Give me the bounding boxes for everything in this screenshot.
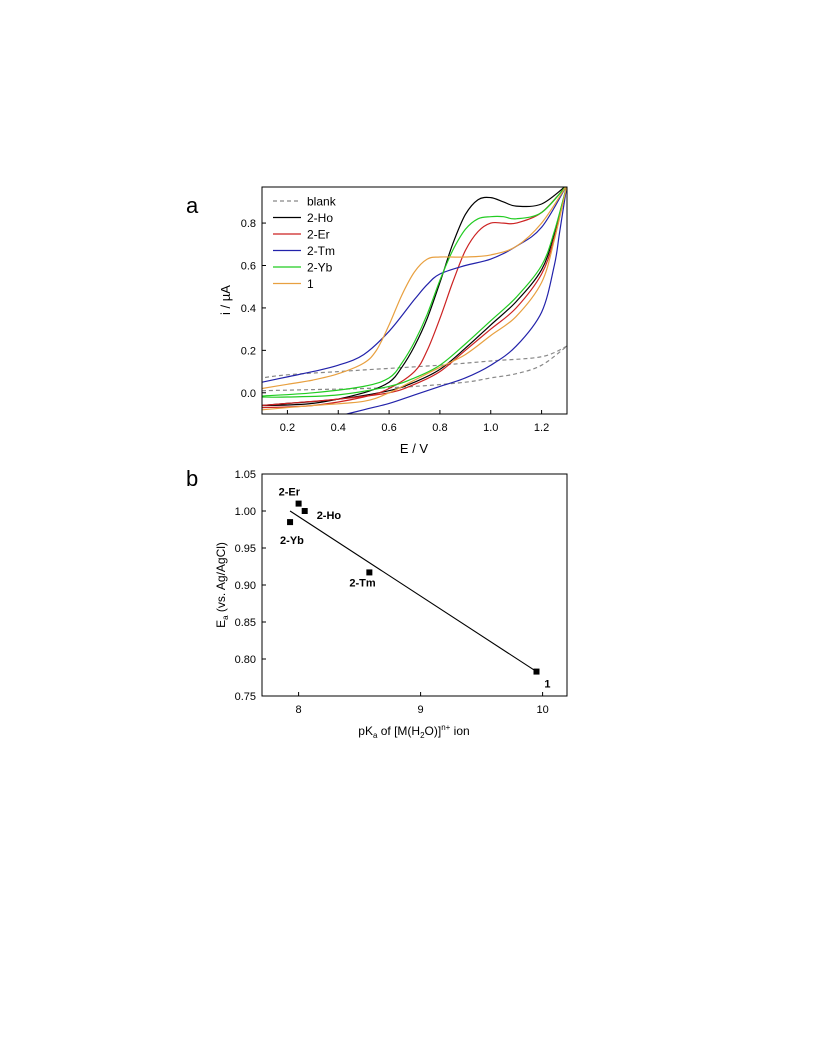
data-point-2-tm bbox=[366, 569, 373, 576]
x-label-b-part-1: a bbox=[373, 731, 378, 740]
legend-label-2-er: 2-Er bbox=[307, 228, 330, 242]
x-tick-label-a: 0.6 bbox=[381, 422, 396, 434]
y-tick-label-b: 1.05 bbox=[235, 469, 256, 481]
data-label-2-ho: 2-Ho bbox=[317, 510, 342, 522]
x-tick-label-a: 0.4 bbox=[331, 422, 346, 434]
legend-label-2-yb: 2-Yb bbox=[307, 261, 333, 275]
y-tick-label-a: 0.4 bbox=[241, 303, 256, 315]
panel-b: b 2-Er 2-Ho 2-Yb 2-Tm 1 8 9 10 0.75 0.80 0.85 0.9… bbox=[186, 466, 568, 740]
x-label-b-part-3: 2 bbox=[420, 731, 425, 740]
panel-a: a 0.2 0.4 0.6 0.8 1.0 1.2 0.0 0.2 0.4 0.6 0.8 E /… bbox=[186, 186, 568, 456]
fit-line bbox=[289, 510, 537, 673]
data-label-2-yb: 2-Yb bbox=[280, 535, 304, 547]
x-ticks-a: 0.2 0.4 0.6 0.8 1.0 1.2 bbox=[280, 410, 549, 434]
x-tick-label-b: 8 bbox=[296, 704, 302, 716]
series-line-2-tm-reverse bbox=[344, 187, 567, 414]
series-line-2-ho-forward bbox=[262, 187, 566, 407]
y-label-b-part-1: a bbox=[221, 615, 230, 620]
x-tick-label-a: 0.2 bbox=[280, 422, 295, 434]
x-tick-label-b: 9 bbox=[418, 704, 424, 716]
y-axis-label-b: Ea (vs. Ag/AgCl) bbox=[214, 542, 230, 628]
data-label-2-tm: 2-Tm bbox=[349, 577, 376, 589]
series-line-blank-reverse bbox=[262, 345, 567, 379]
x-axis-label-b: pKa of [M(H2O)]n+ ion bbox=[358, 723, 469, 740]
y-tick-label-b: 0.80 bbox=[235, 654, 256, 666]
y-tick-label-a: 0.6 bbox=[241, 260, 256, 272]
plot-frame-b bbox=[261, 473, 568, 697]
x-label-b-part-5: n+ bbox=[441, 723, 450, 732]
plot-area-b: 2-Er 2-Ho 2-Yb 2-Tm 1 bbox=[279, 487, 551, 691]
y-ticks-a: 0.0 0.2 0.4 0.6 0.8 bbox=[241, 218, 266, 400]
x-tick-label-a: 1.0 bbox=[483, 422, 498, 434]
data-point-1 bbox=[533, 668, 540, 675]
data-point-2-er bbox=[295, 500, 302, 507]
x-label-b-part-0: pK bbox=[358, 724, 373, 738]
y-ticks-b: 0.75 0.80 0.85 0.90 0.95 1.00 1.05 bbox=[235, 469, 266, 703]
series-line-blank-forward bbox=[262, 345, 567, 392]
series-line-2-yb-reverse bbox=[262, 187, 567, 398]
y-tick-label-a: 0.2 bbox=[241, 345, 256, 357]
y-tick-label-a: 0.8 bbox=[241, 218, 256, 230]
y-tick-label-b: 1.00 bbox=[235, 506, 256, 518]
plot-area-a bbox=[262, 187, 567, 414]
y-tick-label-b: 0.95 bbox=[235, 543, 256, 555]
x-tick-label-a: 0.8 bbox=[432, 422, 447, 434]
series-line-2-yb-forward bbox=[262, 187, 566, 397]
y-axis-label-a: i / µA bbox=[218, 285, 233, 315]
y-tick-label-b: 0.90 bbox=[235, 580, 256, 592]
series-line-1-reverse bbox=[262, 187, 567, 411]
panel-b-label: b bbox=[186, 466, 198, 491]
x-tick-label-b: 10 bbox=[536, 704, 548, 716]
legend-label-1: 1 bbox=[307, 277, 314, 291]
x-ticks-b: 8 9 10 bbox=[296, 692, 549, 716]
x-tick-label-a: 1.2 bbox=[534, 422, 549, 434]
data-point-2-yb bbox=[287, 519, 294, 526]
x-axis-label-a: E / V bbox=[400, 441, 429, 456]
y-tick-label-b: 0.75 bbox=[235, 691, 256, 703]
data-label-1: 1 bbox=[544, 679, 550, 691]
series-line-1-forward bbox=[262, 187, 567, 390]
legend-a: blank 2-Ho 2-Er 2-Tm 2-Yb 1 bbox=[273, 195, 337, 291]
x-label-b-part-4: O)] bbox=[425, 724, 442, 738]
y-tick-label-a: 0.0 bbox=[241, 388, 256, 400]
x-label-b-part-2: of [M(H bbox=[377, 724, 420, 738]
plot-frame-a bbox=[261, 186, 568, 415]
legend-label-2-tm: 2-Tm bbox=[307, 244, 335, 258]
data-label-2-er: 2-Er bbox=[279, 487, 301, 499]
x-label-b-part-6: ion bbox=[450, 724, 469, 738]
y-tick-label-b: 0.85 bbox=[235, 617, 256, 629]
data-point-2-ho bbox=[301, 508, 308, 514]
y-label-b-part-2: (vs. Ag/AgCl) bbox=[214, 542, 228, 615]
panel-a-label: a bbox=[186, 193, 199, 218]
y-label-b-part-0: E bbox=[214, 620, 228, 628]
legend-label-blank: blank bbox=[307, 195, 337, 209]
legend-label-2-ho: 2-Ho bbox=[307, 211, 333, 225]
